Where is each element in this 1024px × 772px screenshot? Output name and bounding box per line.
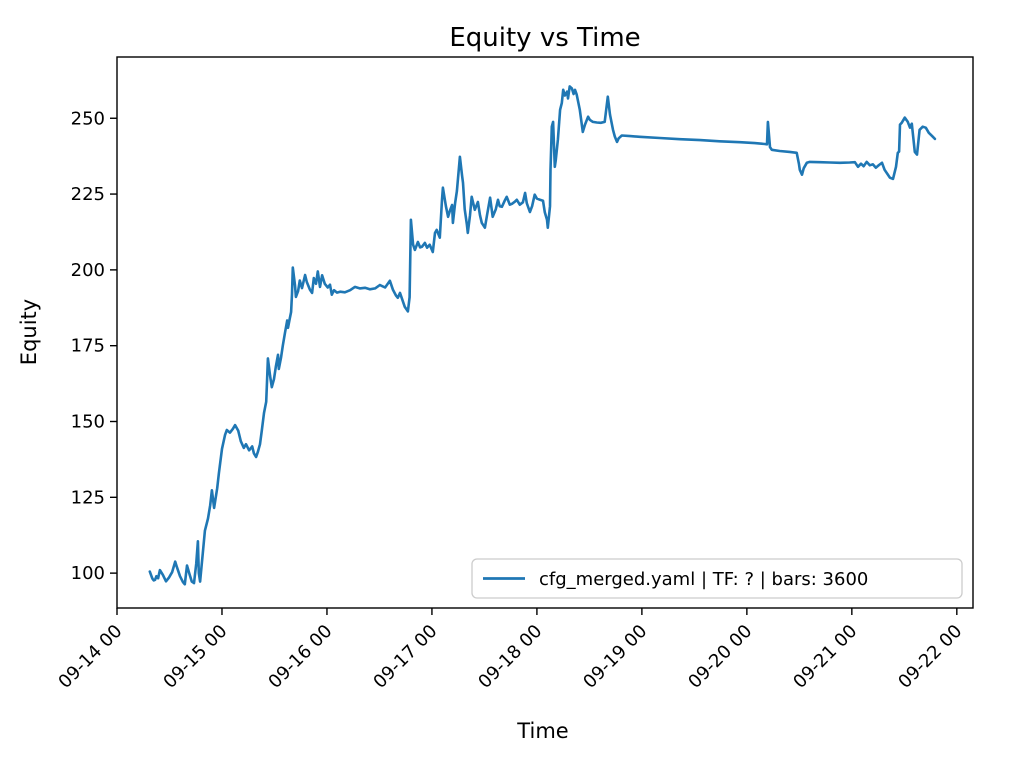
y-axis-ticks: 100 125 150 175 200 225 250 xyxy=(71,108,117,584)
y-tick-label: 100 xyxy=(71,563,105,584)
y-tick-label: 125 xyxy=(71,487,105,508)
x-tick-label: 09-17 00 xyxy=(369,621,441,693)
y-tick-label: 225 xyxy=(71,184,105,205)
y-tick-label: 250 xyxy=(71,108,105,129)
legend-label: cfg_merged.yaml | TF: ? | bars: 3600 xyxy=(539,569,868,590)
x-tick-label: 09-16 00 xyxy=(264,621,336,693)
x-tick-label: 09-14 00 xyxy=(54,621,126,693)
y-tick-label: 175 xyxy=(71,336,105,357)
plot-area xyxy=(116,56,974,609)
x-tick-label: 09-22 00 xyxy=(894,621,966,693)
legend-box xyxy=(471,558,963,599)
legend: cfg_merged.yaml | TF: ? | bars: 3600 xyxy=(471,558,963,599)
equity-line xyxy=(148,85,937,586)
x-tick-label: 09-19 00 xyxy=(579,621,651,693)
x-tick-label: 09-21 00 xyxy=(789,621,861,693)
chart-title: Equity vs Time xyxy=(449,23,640,53)
y-tick-label: 200 xyxy=(71,260,105,281)
x-axis-ticks: 09-14 00 09-15 00 09-16 00 09-17 00 09-18 00… xyxy=(54,608,966,693)
x-tick-label: 09-15 00 xyxy=(159,621,231,693)
y-tick-label: 150 xyxy=(71,412,105,433)
x-tick-label: 09-20 00 xyxy=(684,621,756,693)
x-axis-label: Time xyxy=(516,719,568,743)
x-tick-label: 09-18 00 xyxy=(474,621,546,693)
y-axis-label: Equity xyxy=(17,299,41,365)
